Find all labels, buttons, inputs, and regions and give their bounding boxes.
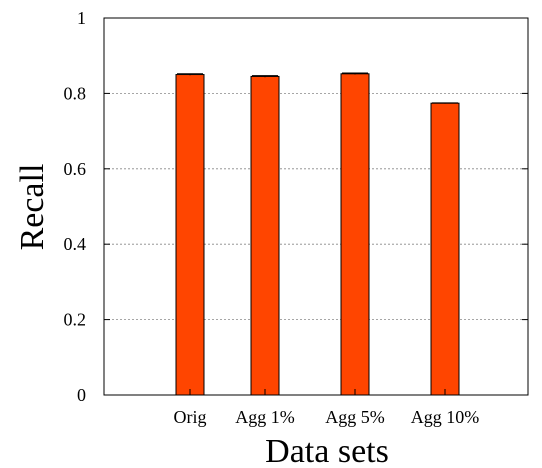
y-tick-label: 0.2 [64,310,87,330]
y-tick-label: 0.6 [64,159,87,179]
gridlines [104,93,528,321]
x-ticks: Orig Agg 1% Agg 5% Agg 10% [174,389,480,427]
bar [250,75,280,396]
y-axis-title: Recall [14,164,51,251]
x-tick-label: Agg 10% [411,407,480,427]
x-tick-label: Agg 5% [325,407,385,427]
y-tick-label: 0.8 [64,83,87,103]
y-tick-label: 1 [77,8,86,28]
plot-frame [103,17,529,396]
bar [175,74,205,396]
x-tick-label: Agg 1% [235,407,295,427]
x-axis-title: Data sets [265,433,389,468]
y-tick-label: 0.4 [64,234,87,254]
bar [340,73,370,396]
y-tick-label: 0 [77,385,86,405]
bars [175,72,460,396]
bar [430,102,460,396]
x-tick-label: Orig [174,407,207,427]
